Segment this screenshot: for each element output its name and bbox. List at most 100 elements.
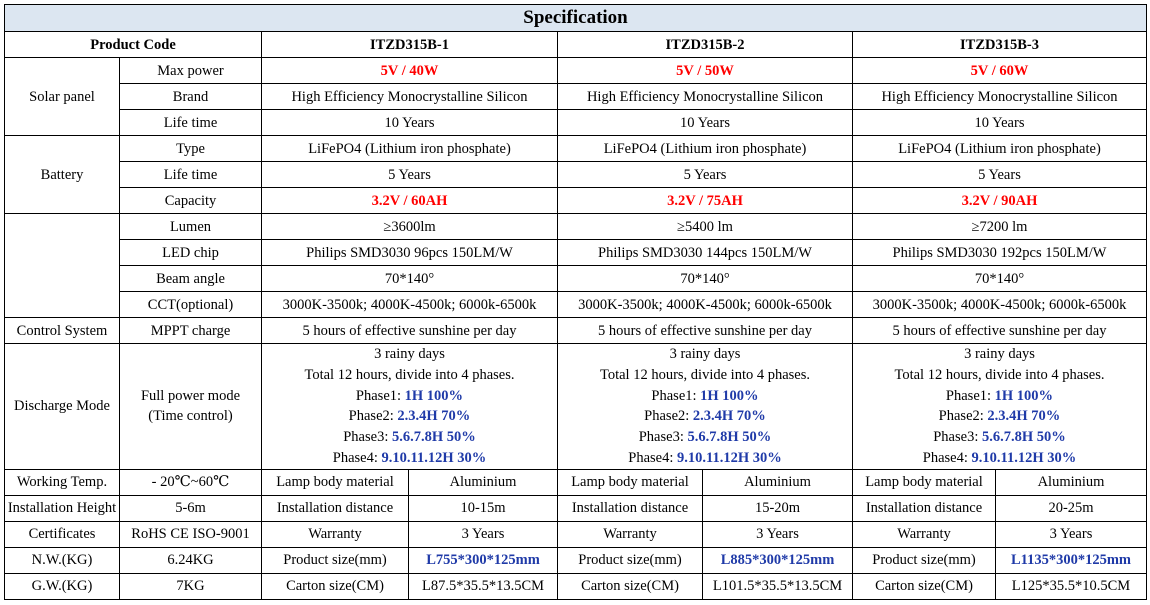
lamp-body-value-2: Aluminium — [702, 468, 853, 496]
warranty-label-1: Warranty — [261, 520, 409, 548]
cct-3: 3000K-3500k; 4000K-4500k; 6000k-6500k — [852, 291, 1147, 318]
certificates-value: RoHS CE ISO-9001 — [119, 520, 262, 548]
group-net-weight: N.W.(KG) — [4, 546, 120, 574]
brand-2: High Efficiency Monocrystalline Silicon — [557, 83, 853, 110]
install-distance-value-1: 10-15m — [408, 494, 558, 522]
table-row: Certificates RoHS CE ISO-9001 Warranty 3… — [4, 520, 1147, 548]
product-size-value-3: L1135*300*125mm — [995, 546, 1147, 574]
phase-value: 5.6.7.8H 50% — [391, 429, 476, 446]
table-row: LED chip Philips SMD3030 96pcs 150LM/W P… — [5, 239, 1147, 266]
beam-angle-1: 70*140° — [261, 265, 558, 292]
specification-table: Specification Product Code ITZD315B-1 IT… — [4, 4, 1147, 600]
mppt-2: 5 hours of effective sunshine per day — [557, 317, 853, 344]
phase-label: Phase3: — [933, 429, 982, 446]
warranty-value-1: 3 Years — [408, 520, 558, 548]
install-distance-value-2: 15-20m — [702, 494, 853, 522]
discharge-3: 3 rainy days Total 12 hours, divide into… — [852, 343, 1147, 470]
table-row: N.W.(KG) 6.24KG Product size(mm) L755*30… — [4, 546, 1147, 574]
battery-life-3: 5 Years — [852, 161, 1147, 188]
product-size-value-2: L885*300*125mm — [702, 546, 853, 574]
product-code-label: Product Code — [4, 31, 262, 58]
led-chip-1: Philips SMD3030 96pcs 150LM/W — [261, 239, 558, 266]
brand-1: High Efficiency Monocrystalline Silicon — [261, 83, 558, 110]
group-working-temp: Working Temp. — [4, 468, 120, 496]
capacity-2: 3.2V / 75AH — [557, 187, 853, 214]
phase-1: Phase1: 1H 100% — [263, 386, 557, 407]
brand-3: High Efficiency Monocrystalline Silicon — [852, 83, 1147, 110]
table-row: Control System MPPT charge 5 hours of ef… — [4, 317, 1147, 344]
lamp-body-value-3: Aluminium — [995, 468, 1147, 496]
solar-life-2: 10 Years — [557, 109, 853, 136]
phase-2: Phase2: 2.3.4H 70% — [263, 406, 557, 427]
rainy-days: 3 rainy days — [964, 346, 1035, 362]
table-row: Life time 10 Years 10 Years 10 Years — [5, 109, 1147, 136]
capacity-3: 3.2V / 90AH — [852, 187, 1147, 214]
product-size-value-1: L755*300*125mm — [408, 546, 558, 574]
table-title: Specification — [4, 4, 1147, 32]
product-size-label-2: Product size(mm) — [557, 546, 703, 574]
solar-life-3: 10 Years — [852, 109, 1147, 136]
phase-value: 5.6.7.8H 50% — [687, 429, 772, 446]
lamp-body-value-1: Aluminium — [408, 468, 558, 496]
mppt-1: 5 hours of effective sunshine per day — [261, 317, 558, 344]
table-row: Brand High Efficiency Monocrystalline Si… — [5, 83, 1147, 110]
battery-type-1: LiFePO4 (Lithium iron phosphate) — [261, 135, 558, 162]
phase-4: Phase4: 9.10.11.12H 30% — [854, 448, 1146, 468]
install-distance-label-2: Installation distance — [557, 494, 703, 522]
lumen-1: ≥3600lm — [261, 213, 558, 240]
carton-size-value-3: L125*35.5*10.5CM — [995, 572, 1147, 600]
carton-size-label-2: Carton size(CM) — [557, 572, 703, 600]
net-weight-value: 6.24KG — [119, 546, 262, 574]
label-max-power: Max power — [119, 57, 262, 84]
table-row: Installation Height 5-6m Installation di… — [4, 494, 1147, 522]
group-discharge-mode: Discharge Mode — [4, 343, 120, 470]
phase-label: Phase4: — [922, 449, 972, 466]
phase-3: Phase3: 5.6.7.8H 50% — [559, 427, 852, 448]
carton-size-value-1: L87.5*35.5*13.5CM — [408, 572, 558, 600]
table-row: Solar panel Max power 5V / 40W 5V / 50W … — [4, 57, 1147, 136]
capacity-1: 3.2V / 60AH — [261, 187, 558, 214]
phase-4: Phase4: 9.10.11.12H 30% — [559, 448, 852, 468]
discharge-1: 3 rainy days Total 12 hours, divide into… — [261, 343, 558, 470]
installation-height-value: 5-6m — [119, 494, 262, 522]
phase-1: Phase1: 1H 100% — [559, 386, 852, 407]
table-row: Beam angle 70*140° 70*140° 70*140° — [5, 265, 1147, 292]
install-distance-label-3: Installation distance — [852, 494, 996, 522]
lumen-3: ≥7200 lm — [852, 213, 1147, 240]
warranty-label-2: Warranty — [557, 520, 703, 548]
phase-label: Phase3: — [638, 429, 688, 446]
phase-3: Phase3: 5.6.7.8H 50% — [263, 427, 557, 448]
led-chip-3: Philips SMD3030 192pcs 150LM/W — [852, 239, 1147, 266]
carton-size-label-3: Carton size(CM) — [852, 572, 996, 600]
phase-value: 9.10.11.12H 30% — [381, 449, 487, 466]
label-led-chip: LED chip — [119, 239, 262, 266]
label-cct: CCT(optional) — [119, 291, 262, 318]
product-code-2: ITZD315B-2 — [557, 31, 853, 58]
phase-label: Phase4: — [628, 449, 677, 466]
table-row: Discharge Mode Full power mode (Time con… — [4, 343, 1147, 470]
product-size-label-1: Product size(mm) — [261, 546, 409, 574]
phase-label: Phase1: — [945, 387, 995, 404]
max-power-3: 5V / 60W — [852, 57, 1147, 84]
total-hours: Total 12 hours, divide into 4 phases. — [304, 366, 515, 383]
phase-label: Phase2: — [348, 408, 398, 425]
mppt-3: 5 hours of effective sunshine per day — [852, 317, 1147, 344]
phase-2: Phase2: 2.3.4H 70% — [854, 406, 1146, 427]
carton-size-value-2: L101.5*35.5*13.5CM — [702, 572, 853, 600]
phase-value: 2.3.4H 70% — [987, 408, 1061, 425]
beam-angle-2: 70*140° — [557, 265, 853, 292]
phase-label: Phase2: — [938, 408, 988, 425]
phase-value: 2.3.4H 70% — [692, 408, 766, 425]
phase-4: Phase4: 9.10.11.12H 30% — [263, 448, 557, 468]
warranty-value-2: 3 Years — [702, 520, 853, 548]
rainy-days: 3 rainy days — [374, 346, 445, 362]
discharge-2: 3 rainy days Total 12 hours, divide into… — [557, 343, 853, 470]
battery-type-3: LiFePO4 (Lithium iron phosphate) — [852, 135, 1147, 162]
group-control-system: Control System — [4, 317, 120, 344]
phase-value: 1H 100% — [994, 387, 1054, 404]
label-mppt: MPPT charge — [119, 317, 262, 344]
label-battery-type: Type — [119, 135, 262, 162]
group-solar-panel: Solar panel — [4, 57, 120, 136]
label-capacity: Capacity — [119, 187, 262, 214]
phase-label: Phase4: — [332, 449, 382, 466]
